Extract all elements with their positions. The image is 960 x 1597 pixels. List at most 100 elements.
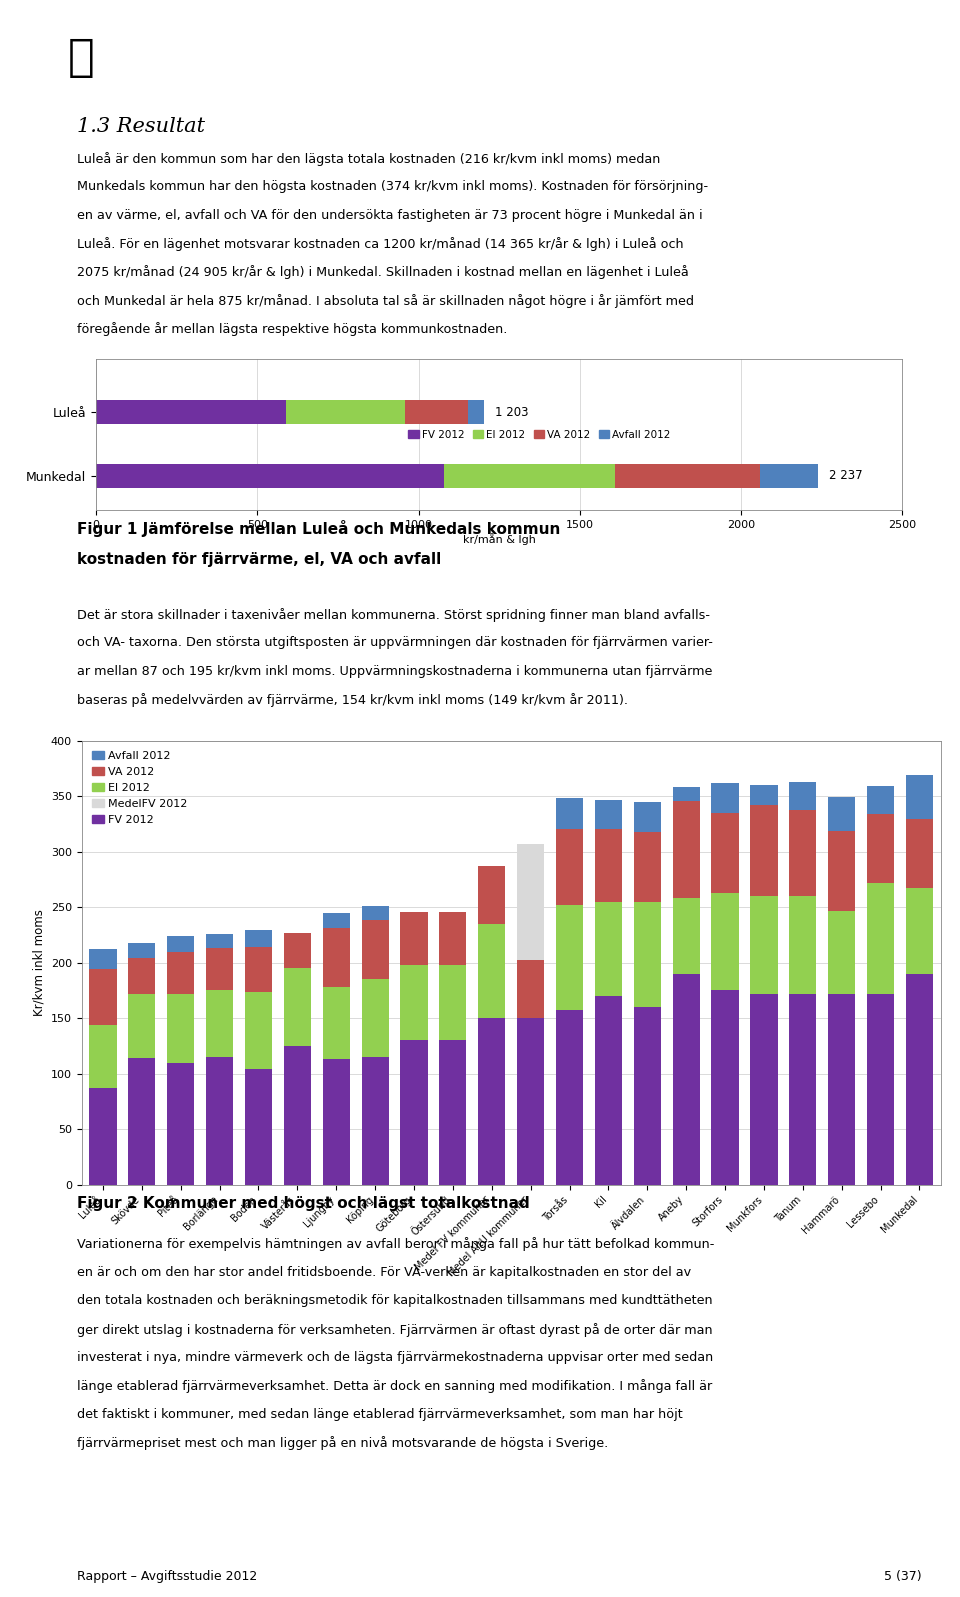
Legend: FV 2012, El 2012, VA 2012, Avfall 2012: FV 2012, El 2012, VA 2012, Avfall 2012: [404, 425, 675, 444]
Bar: [362, 920, 389, 979]
Bar: [828, 993, 855, 1185]
Bar: [711, 783, 738, 813]
Bar: [517, 960, 544, 1019]
Bar: [206, 934, 233, 949]
Text: 2075 kr/månad (24 905 kr/år & lgh) i Munkedal. Skillnaden i kostnad mellan en lä: 2075 kr/månad (24 905 kr/år & lgh) i Mun…: [77, 265, 688, 279]
Bar: [556, 905, 583, 1011]
Text: och Munkedal är hela 875 kr/månad. I absoluta tal så är skillnaden något högre i: och Munkedal är hela 875 kr/månad. I abs…: [77, 294, 694, 308]
Bar: [206, 1057, 233, 1185]
Bar: [595, 829, 622, 902]
Bar: [89, 1025, 116, 1088]
Bar: [323, 987, 349, 1059]
Bar: [751, 805, 778, 896]
Legend: Avfall 2012, VA 2012, El 2012, MedelFV 2012, FV 2012: Avfall 2012, VA 2012, El 2012, MedelFV 2…: [87, 746, 192, 829]
Bar: [206, 949, 233, 990]
Bar: [751, 993, 778, 1185]
Bar: [245, 992, 272, 1070]
Text: Munkedals kommun har den högsta kostnaden (374 kr/kvm inkl moms). Kostnaden för : Munkedals kommun har den högsta kostnade…: [77, 180, 708, 193]
Bar: [867, 993, 894, 1185]
Text: Det är stora skillnader i taxenivåer mellan kommunerna. Störst spridning finner : Det är stora skillnader i taxenivåer mel…: [77, 608, 709, 621]
Bar: [673, 898, 700, 974]
Bar: [284, 933, 311, 968]
Bar: [129, 993, 156, 1059]
Bar: [789, 896, 816, 993]
Text: en av värme, el, avfall och VA för den undersökta fastigheten är 73 procent högr: en av värme, el, avfall och VA för den u…: [77, 209, 703, 222]
Bar: [906, 974, 933, 1185]
Bar: [634, 832, 660, 902]
Bar: [556, 829, 583, 905]
Bar: [167, 1062, 194, 1185]
Bar: [405, 401, 468, 425]
Bar: [400, 965, 427, 1040]
Bar: [556, 1011, 583, 1185]
Bar: [129, 958, 156, 993]
Text: 🦅: 🦅: [68, 37, 95, 78]
Bar: [789, 783, 816, 810]
Bar: [867, 883, 894, 993]
Bar: [89, 969, 116, 1025]
Bar: [673, 974, 700, 1185]
Bar: [751, 786, 778, 805]
Text: Rapport – Avgiftsstudie 2012: Rapport – Avgiftsstudie 2012: [77, 1570, 257, 1583]
Text: den totala kostnaden och beräkningsmetodik för kapitalkostnaden tillsammans med : den totala kostnaden och beräkningsmetod…: [77, 1294, 712, 1308]
Text: Variationerna för exempelvis hämtningen av avfall beror i många fall på hur tätt: Variationerna för exempelvis hämtningen …: [77, 1238, 714, 1252]
Bar: [96, 463, 444, 487]
Bar: [167, 952, 194, 993]
Text: Luleå. För en lägenhet motsvarar kostnaden ca 1200 kr/månad (14 365 kr/år & lgh): Luleå. För en lägenhet motsvarar kostnad…: [77, 236, 684, 251]
Bar: [89, 1088, 116, 1185]
Bar: [828, 910, 855, 993]
Bar: [444, 463, 614, 487]
Bar: [634, 1008, 660, 1185]
Bar: [478, 923, 505, 1019]
Text: 2 237: 2 237: [828, 470, 862, 482]
Bar: [206, 990, 233, 1057]
Bar: [245, 931, 272, 947]
Bar: [286, 401, 405, 425]
Y-axis label: Kr/kvm inkl moms: Kr/kvm inkl moms: [33, 909, 45, 1016]
Bar: [167, 993, 194, 1062]
Text: länge etablerad fjärrvärmeverksamhet. Detta är dock en sanning med modifikation.: länge etablerad fjärrvärmeverksamhet. De…: [77, 1380, 712, 1394]
Text: 1 203: 1 203: [495, 406, 529, 418]
Bar: [284, 968, 311, 1046]
Bar: [440, 1040, 467, 1185]
Text: baseras på medelvvärden av fjärrvärme, 154 kr/kvm inkl moms (149 kr/kvm år 2011): baseras på medelvvärden av fjärrvärme, 1…: [77, 693, 628, 707]
Bar: [595, 997, 622, 1185]
Bar: [828, 830, 855, 910]
Text: Luleå är den kommun som har den lägsta totala kostnaden (216 kr/kvm inkl moms) m: Luleå är den kommun som har den lägsta t…: [77, 152, 660, 166]
Bar: [634, 802, 660, 832]
Text: Figur 2 Kommuner med högst och lägst totalkostnad: Figur 2 Kommuner med högst och lägst tot…: [77, 1196, 530, 1211]
Bar: [614, 463, 759, 487]
Bar: [323, 913, 349, 928]
Bar: [673, 787, 700, 800]
Bar: [362, 1057, 389, 1185]
Bar: [634, 902, 660, 1008]
Bar: [906, 888, 933, 974]
Bar: [96, 401, 286, 425]
Text: och VA- taxorna. Den största utgiftsposten är uppvärmningen där kostnaden för fj: och VA- taxorna. Den största utgiftspost…: [77, 636, 712, 650]
Text: ar mellan 87 och 195 kr/kvm inkl moms. Uppvärmningskostnaderna i kommunerna utan: ar mellan 87 och 195 kr/kvm inkl moms. U…: [77, 664, 712, 677]
Bar: [478, 866, 505, 923]
Bar: [440, 965, 467, 1040]
Text: 5 (37): 5 (37): [884, 1570, 922, 1583]
Bar: [468, 401, 484, 425]
X-axis label: kr/mån & lgh: kr/mån & lgh: [463, 533, 536, 545]
Bar: [400, 912, 427, 965]
Text: Figur 1 Jämförelse mellan Luleå och Munkedals kommun: Figur 1 Jämförelse mellan Luleå och Munk…: [77, 521, 561, 537]
Bar: [362, 979, 389, 1057]
Bar: [517, 843, 544, 960]
Bar: [400, 1040, 427, 1185]
Bar: [595, 800, 622, 829]
Text: kostnaden för fjärrvärme, el, VA och avfall: kostnaden för fjärrvärme, el, VA och avf…: [77, 553, 441, 567]
Bar: [167, 936, 194, 952]
Text: det faktiskt i kommuner, med sedan länge etablerad fjärrvärmeverksamhet, som man: det faktiskt i kommuner, med sedan länge…: [77, 1409, 683, 1421]
Bar: [517, 1019, 544, 1185]
Bar: [867, 786, 894, 814]
Text: fjärrvärmepriset mest och man ligger på en nivå motsvarande de högsta i Sverige.: fjärrvärmepriset mest och man ligger på …: [77, 1436, 608, 1450]
Bar: [789, 993, 816, 1185]
Text: föregående år mellan lägsta respektive högsta kommunkostnaden.: föregående år mellan lägsta respektive h…: [77, 323, 507, 337]
Bar: [440, 912, 467, 965]
Bar: [906, 819, 933, 888]
Text: ger direkt utslag i kostnaderna för verksamheten. Fjärrvärmen är oftast dyrast p: ger direkt utslag i kostnaderna för verk…: [77, 1322, 712, 1337]
Bar: [556, 798, 583, 829]
Bar: [711, 893, 738, 990]
